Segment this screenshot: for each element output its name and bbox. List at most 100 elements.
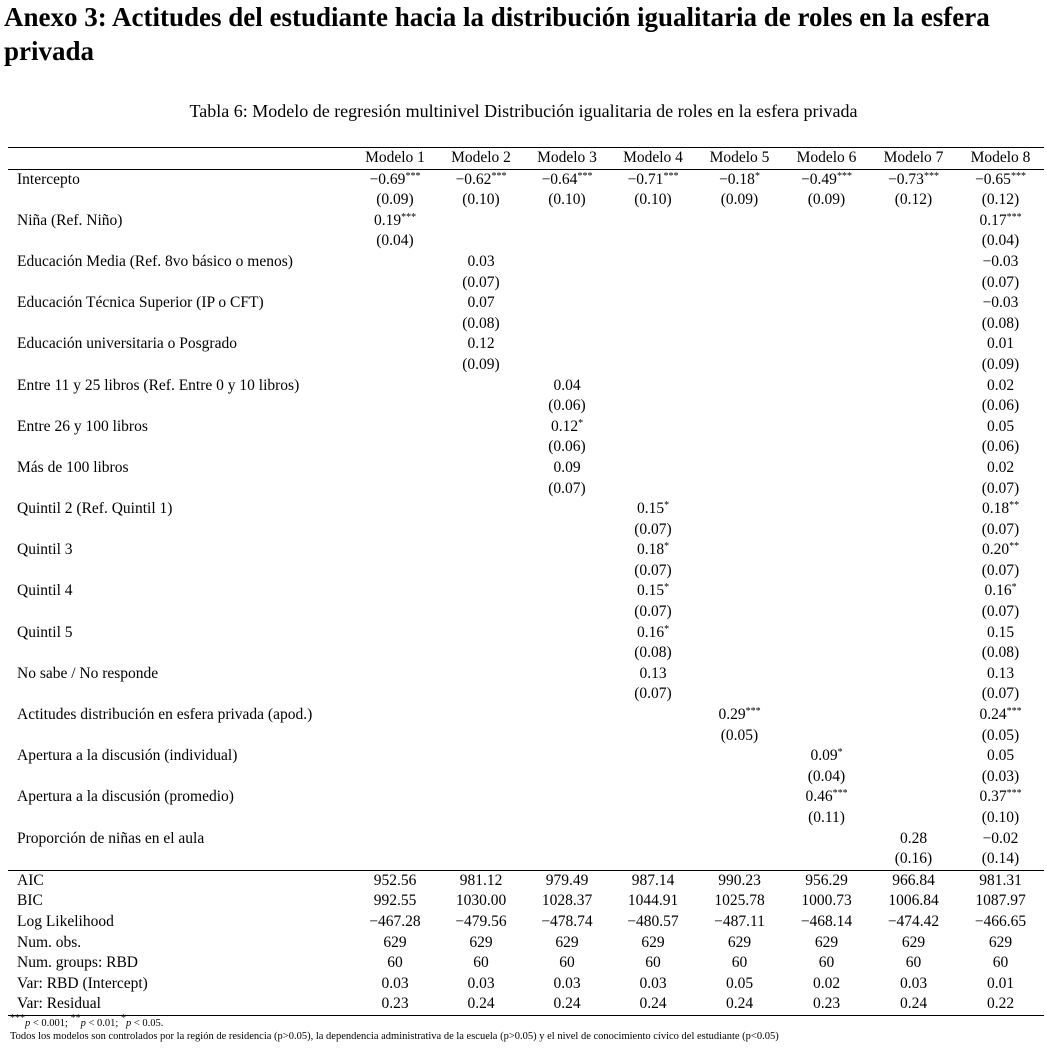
- row-label-empty: [8, 561, 352, 582]
- coef-estimate-cell: [524, 829, 610, 850]
- std-error-cell: [696, 602, 783, 623]
- coef-se-row: (0.09) (0.10) (0.10) (0.10) (0.09) (0.09) (0.1…: [8, 190, 1044, 211]
- coef-estimate-cell: [696, 458, 783, 479]
- coef-estimate-cell: 0.28: [870, 829, 957, 850]
- std-error-cell: [524, 684, 610, 705]
- std-error-cell: [610, 767, 696, 788]
- gof-value-cell: 1006.84: [888, 892, 939, 910]
- coef-estimate-cell: [870, 623, 957, 644]
- std-error-cell: (0.07): [981, 561, 1020, 579]
- significance-stars: ***: [1010, 170, 1026, 182]
- coef-estimate-cell: [352, 458, 438, 479]
- std-error-cell: (0.12): [981, 191, 1020, 209]
- coef-estimate-cell: [352, 705, 438, 726]
- row-label-empty: [8, 314, 352, 335]
- coef-estimate-cell: −0.73***: [870, 169, 957, 190]
- std-error-cell: [870, 314, 957, 335]
- estimate-value: 0.03: [467, 252, 495, 270]
- coef-estimate-cell: [524, 746, 610, 767]
- gof-value-cell: 1087.97: [975, 892, 1026, 910]
- estimate-value: 0.05: [986, 747, 1015, 765]
- std-error-cell: [524, 231, 610, 252]
- coef-estimate-cell: [352, 376, 438, 397]
- coefficient-rows: Intercepto −0.69*** −0.62*** −0.64*** −0.71*…: [8, 169, 1044, 870]
- std-error-cell: [870, 355, 957, 376]
- std-error-cell: [352, 684, 438, 705]
- coef-estimate-cell: 0.20**: [957, 540, 1044, 561]
- std-error-cell: (0.04): [807, 767, 846, 785]
- significance-stars: ***: [745, 706, 761, 718]
- row-label-empty: [8, 726, 352, 747]
- significance-stars: ***: [577, 170, 593, 182]
- estimate-value: 0.16: [984, 582, 1012, 600]
- std-error-cell: [783, 396, 870, 417]
- std-error-cell: [783, 643, 870, 664]
- coef-estimate-cell: [870, 211, 957, 232]
- std-error-cell: [783, 273, 870, 294]
- std-error-cell: (0.07): [981, 603, 1020, 621]
- gof-value-cell: 981.31: [979, 871, 1022, 889]
- std-error-cell: (0.08): [981, 314, 1020, 332]
- coef-estimate-cell: 0.04: [524, 376, 610, 397]
- std-error-cell: [610, 479, 696, 500]
- std-error-cell: [352, 602, 438, 623]
- coef-estimate-cell: 0.19***: [352, 211, 438, 232]
- row-label: No sabe / No responde: [17, 664, 159, 682]
- coef-estimate-cell: [696, 540, 783, 561]
- gof-row: Log Likelihood −467.28 −479.56 −478.74 −480.…: [8, 912, 1044, 933]
- gof-value-cell: −487.11: [714, 912, 765, 930]
- row-label: Apertura a la discusión (individual): [17, 747, 238, 765]
- coef-estimate-cell: [610, 829, 696, 850]
- std-error-cell: (0.08): [634, 644, 672, 662]
- row-label-empty: [8, 396, 352, 417]
- coef-estimate-row: Quintil 4 0.15* 0.16*: [8, 581, 1044, 602]
- coef-estimate-cell: [524, 705, 610, 726]
- coef-estimate-cell: [524, 293, 610, 314]
- coef-estimate-cell: [696, 499, 783, 520]
- std-error-cell: [352, 479, 438, 500]
- row-label: Más de 100 libros: [17, 458, 129, 476]
- coef-estimate-cell: [870, 252, 957, 273]
- coef-estimate-cell: [438, 376, 524, 397]
- std-error-cell: [524, 273, 610, 294]
- coef-estimate-cell: −0.65***: [957, 169, 1044, 190]
- std-error-cell: [610, 273, 696, 294]
- gof-label: Var: RBD (Intercept): [17, 974, 148, 992]
- significance-stars: ***: [405, 170, 421, 182]
- coef-estimate-cell: [438, 787, 524, 808]
- estimate-value: 0.09: [810, 747, 838, 765]
- gof-row: Var: RBD (Intercept) 0.03 0.03 0.03 0.03 0.05…: [8, 974, 1044, 995]
- coef-estimate-cell: −0.02: [957, 829, 1044, 850]
- column-header: Modelo 5: [709, 149, 770, 166]
- std-error-cell: [524, 355, 610, 376]
- row-label-empty: [8, 190, 352, 211]
- std-error-cell: (0.07): [981, 479, 1020, 497]
- coef-estimate-cell: [783, 581, 870, 602]
- coef-estimate-cell: [696, 252, 783, 273]
- coef-estimate-cell: [696, 417, 783, 438]
- coef-estimate-cell: [524, 664, 610, 685]
- std-error-cell: [696, 849, 783, 870]
- coef-estimate-cell: [870, 540, 957, 561]
- gof-value-cell: 0.03: [639, 974, 667, 992]
- column-header: Modelo 3: [537, 149, 597, 166]
- coef-estimate-cell: [524, 499, 610, 520]
- std-error-cell: [610, 808, 696, 829]
- gof-value-cell: 60: [387, 954, 403, 972]
- table-header: Modelo 1 Modelo 2 Modelo 3 Modelo 4 Modelo 5…: [8, 147, 1044, 170]
- std-error-cell: (0.16): [894, 850, 933, 868]
- controls-note: Todos los modelos son controlados por la…: [10, 1031, 779, 1042]
- coef-se-row: (0.05) (0.05): [8, 726, 1044, 747]
- std-error-cell: [870, 684, 957, 705]
- estimate-value: 0.13: [639, 664, 667, 682]
- estimate-value: −0.49: [801, 170, 837, 188]
- coef-estimate-cell: [610, 293, 696, 314]
- estimate-value: 0.05: [986, 417, 1015, 435]
- std-error-cell: (0.14): [981, 850, 1020, 868]
- coef-estimate-cell: 0.02: [957, 376, 1044, 397]
- table-notes: ***p < 0.001; **p < 0.01; *p < 0.05. Tod…: [10, 1014, 1040, 1043]
- std-error-cell: [610, 314, 696, 335]
- coef-se-row: (0.07) (0.07): [8, 273, 1044, 294]
- std-error-cell: [610, 396, 696, 417]
- coef-estimate-cell: [870, 334, 957, 355]
